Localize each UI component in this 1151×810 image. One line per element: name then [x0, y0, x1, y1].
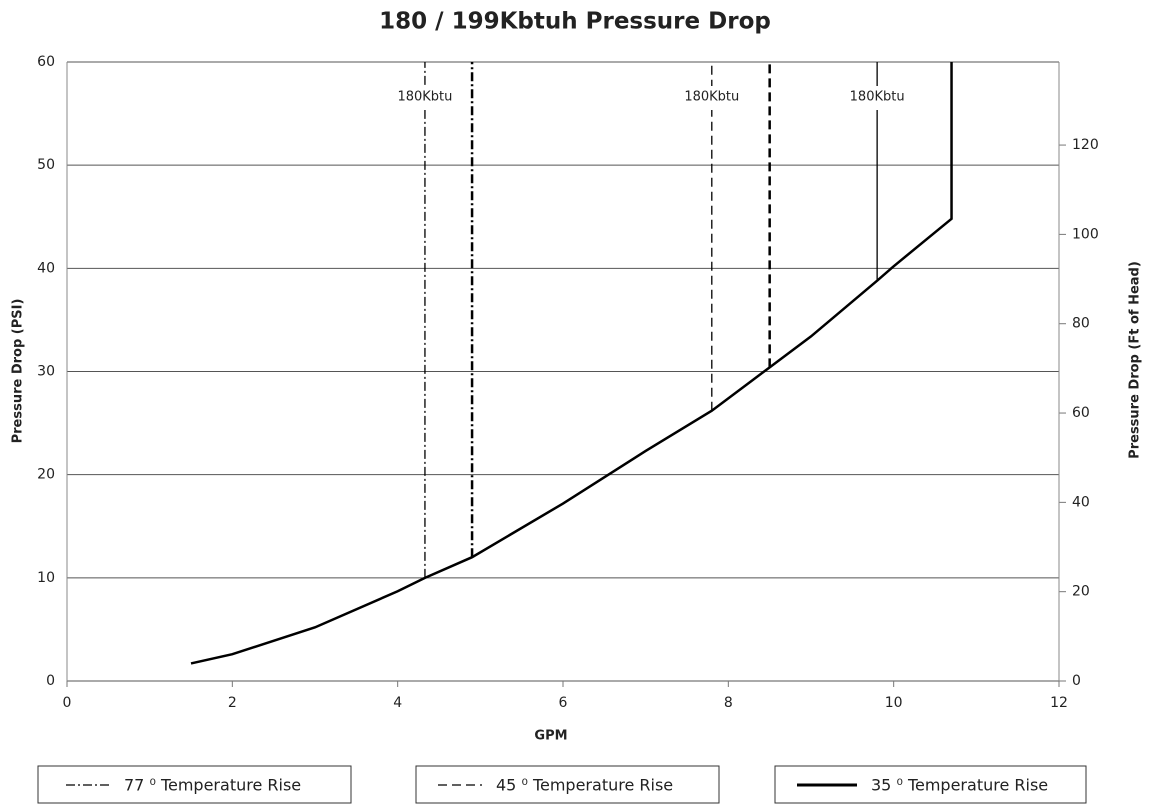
y2-tick-label: 120 [1072, 137, 1099, 153]
y2-axis-label: Pressure Drop (Ft of Head) [1128, 261, 1143, 459]
legend-label: 35 ⁰ Temperature Rise [871, 776, 1048, 795]
y2-tick-label: 100 [1072, 226, 1099, 242]
y-tick-label: 20 [37, 467, 55, 483]
y2-tick-label: 80 [1072, 316, 1090, 332]
y-tick-label: 50 [37, 157, 55, 173]
legend-label: 77 ⁰ Temperature Rise [124, 776, 301, 795]
line-label: 180Kbtu [397, 90, 452, 105]
y2-tick-label: 60 [1072, 405, 1090, 421]
label-bg [388, 86, 461, 110]
label-bg [675, 86, 748, 110]
x-tick-label: 0 [63, 695, 72, 711]
legend-label: 45 ⁰ Temperature Rise [496, 776, 673, 795]
line-label: 180Kbtu [850, 90, 905, 105]
label-bg [841, 86, 914, 110]
y2-tick-label: 20 [1072, 584, 1090, 600]
line-label: 180Kbtu [684, 90, 739, 105]
x-tick-label: 2 [228, 695, 237, 711]
chart-title: 180 / 199Kbtuh Pressure Drop [379, 9, 771, 35]
x-tick-label: 8 [724, 695, 733, 711]
y2-tick-label: 40 [1072, 494, 1090, 510]
x-tick-label: 12 [1050, 695, 1068, 711]
y-tick-label: 10 [37, 570, 55, 586]
curve [190, 62, 953, 665]
x-tick-label: 10 [885, 695, 903, 711]
y-tick-label: 0 [46, 673, 55, 689]
x-tick-label: 6 [559, 695, 568, 711]
y2-tick-label: 0 [1072, 673, 1081, 689]
x-axis-label: GPM [534, 729, 567, 744]
x-tick-label: 4 [393, 695, 402, 711]
y-tick-label: 30 [37, 364, 55, 380]
y-axis-label: Pressure Drop (PSI) [11, 299, 26, 444]
y-tick-label: 60 [37, 54, 55, 70]
legend-box [415, 765, 720, 804]
y-tick-label: 40 [37, 260, 55, 276]
